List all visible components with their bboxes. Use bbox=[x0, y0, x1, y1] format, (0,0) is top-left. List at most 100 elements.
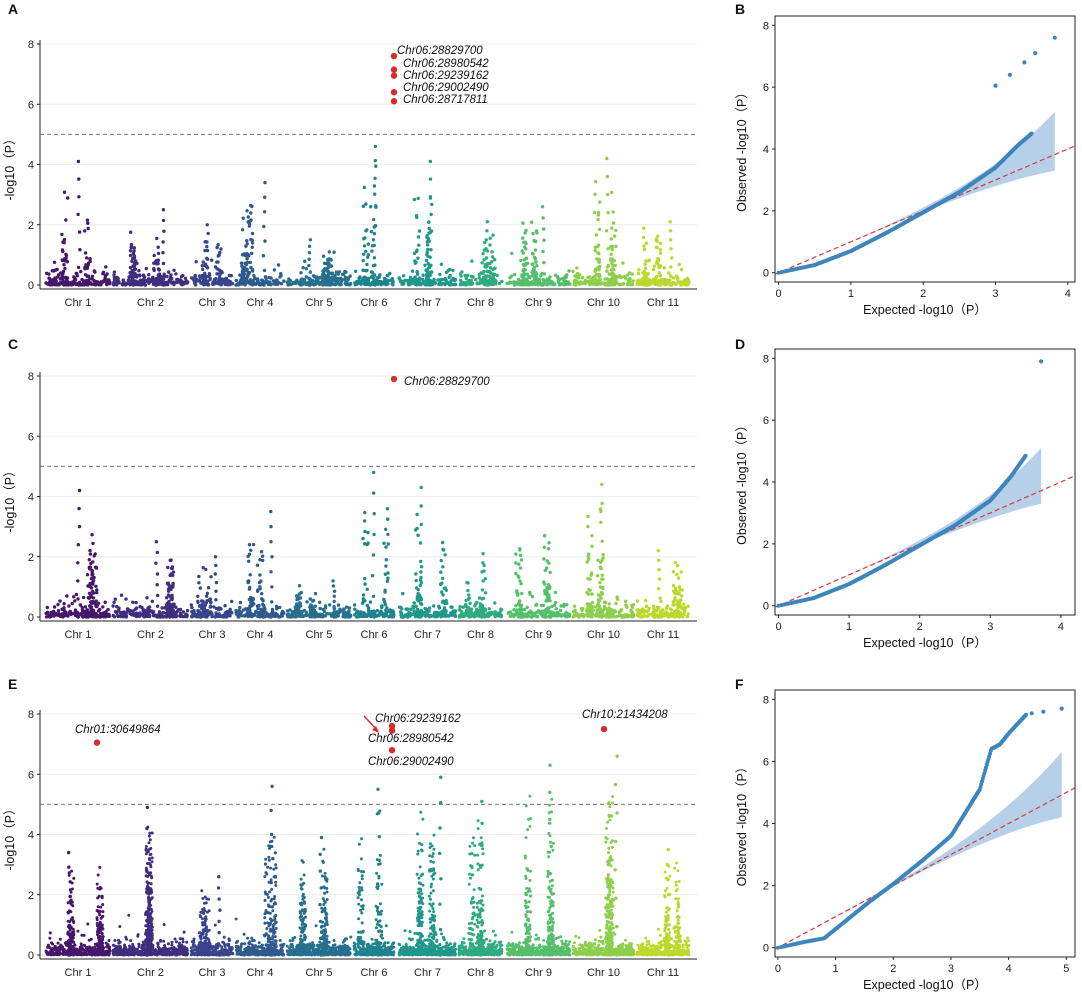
snp-point bbox=[473, 610, 478, 615]
snp-point bbox=[685, 276, 689, 280]
snp-peak-point bbox=[600, 501, 604, 506]
snp-point bbox=[333, 273, 337, 277]
snp-peak-point bbox=[419, 504, 423, 508]
snp-point bbox=[605, 269, 609, 273]
snp-point bbox=[384, 558, 388, 562]
snp-point bbox=[325, 262, 329, 266]
snp-peak-point bbox=[485, 229, 489, 233]
snp-point bbox=[165, 596, 169, 600]
snp-point bbox=[91, 608, 95, 612]
snp-point bbox=[228, 280, 232, 284]
snp-point bbox=[107, 939, 111, 942]
snp-point bbox=[596, 211, 601, 215]
snp-point bbox=[364, 249, 368, 254]
snp-point bbox=[390, 282, 394, 286]
snp-point bbox=[177, 280, 181, 284]
snp-point bbox=[70, 601, 74, 606]
snp-point bbox=[637, 268, 641, 272]
snp-point bbox=[642, 270, 647, 274]
snp-point bbox=[679, 570, 683, 574]
snp-point bbox=[652, 615, 657, 619]
x-tick-label: 4 bbox=[1058, 621, 1064, 633]
snp-point bbox=[54, 611, 58, 616]
snp-point bbox=[313, 591, 318, 596]
snp-peak-point bbox=[205, 274, 210, 279]
snp-peak-point bbox=[206, 231, 210, 236]
snp-point bbox=[553, 590, 557, 595]
y-tick-label: 0 bbox=[28, 280, 34, 292]
snp-point bbox=[154, 261, 158, 265]
chromosome-label: Chr 6 bbox=[361, 629, 388, 641]
snp-point bbox=[580, 275, 585, 280]
snp-point bbox=[427, 606, 432, 610]
snp-point bbox=[644, 241, 649, 245]
snp-point bbox=[287, 281, 291, 285]
snp-point bbox=[371, 217, 376, 222]
chromosome-label: Chr 1 bbox=[65, 629, 92, 641]
snp-peak-point bbox=[205, 248, 210, 253]
snp-peak-point bbox=[606, 211, 610, 215]
snp-peak-point bbox=[373, 144, 378, 149]
snp-point bbox=[365, 281, 369, 285]
snp-point bbox=[255, 563, 260, 567]
snp-point bbox=[488, 243, 492, 247]
snp-point bbox=[342, 607, 346, 611]
snp-point bbox=[216, 260, 220, 264]
snp-point bbox=[282, 279, 286, 283]
snp-peak-point bbox=[372, 243, 376, 248]
snp-point bbox=[419, 565, 424, 569]
snp-point bbox=[294, 603, 299, 608]
snp-point bbox=[488, 262, 492, 266]
snp-point bbox=[594, 180, 598, 184]
snp-point bbox=[659, 610, 663, 614]
snp-point bbox=[655, 280, 660, 284]
snp-point bbox=[114, 282, 118, 286]
snp-point bbox=[427, 609, 431, 613]
snp-point bbox=[440, 590, 444, 594]
snp-point bbox=[521, 221, 525, 225]
snp-point bbox=[183, 276, 188, 280]
snp-point bbox=[382, 597, 386, 602]
snp-point bbox=[112, 600, 116, 604]
snp-point bbox=[62, 602, 66, 606]
snp-point bbox=[267, 275, 271, 280]
snp-point bbox=[287, 612, 291, 616]
snp-point bbox=[321, 283, 325, 287]
snp-point bbox=[105, 613, 110, 617]
snp-point bbox=[108, 280, 112, 285]
snp-point bbox=[607, 272, 611, 276]
snp-point bbox=[166, 270, 171, 274]
snp-point bbox=[299, 271, 303, 275]
snp-peak-point bbox=[77, 488, 82, 493]
snp-point bbox=[62, 190, 67, 194]
snp-point bbox=[155, 236, 159, 241]
snp-point bbox=[88, 565, 93, 569]
snp-point bbox=[126, 278, 130, 282]
snp-point bbox=[357, 279, 361, 283]
significant-snp-point bbox=[390, 66, 398, 73]
snp-point bbox=[237, 610, 242, 615]
snp-point bbox=[581, 607, 585, 611]
snp-point bbox=[499, 607, 503, 611]
snp-point bbox=[664, 279, 669, 283]
snp-point bbox=[458, 272, 463, 276]
snp-point bbox=[298, 601, 302, 605]
snp-point bbox=[481, 281, 485, 285]
snp-point bbox=[181, 610, 185, 614]
snp-point bbox=[218, 250, 222, 255]
snp-point bbox=[665, 282, 669, 286]
snp-point bbox=[515, 589, 519, 593]
snp-point bbox=[415, 278, 419, 283]
snp-point bbox=[647, 606, 651, 611]
snp-point bbox=[533, 256, 537, 261]
snp-point bbox=[50, 279, 54, 283]
snp-peak-point bbox=[269, 509, 273, 514]
snp-point bbox=[113, 610, 118, 614]
snp-point bbox=[471, 275, 475, 279]
snp-point bbox=[262, 605, 266, 610]
snp-point bbox=[192, 609, 196, 614]
snp-peak-point bbox=[214, 589, 218, 593]
snp-point bbox=[414, 260, 418, 264]
snp-point bbox=[601, 552, 605, 557]
snp-point bbox=[593, 248, 597, 253]
